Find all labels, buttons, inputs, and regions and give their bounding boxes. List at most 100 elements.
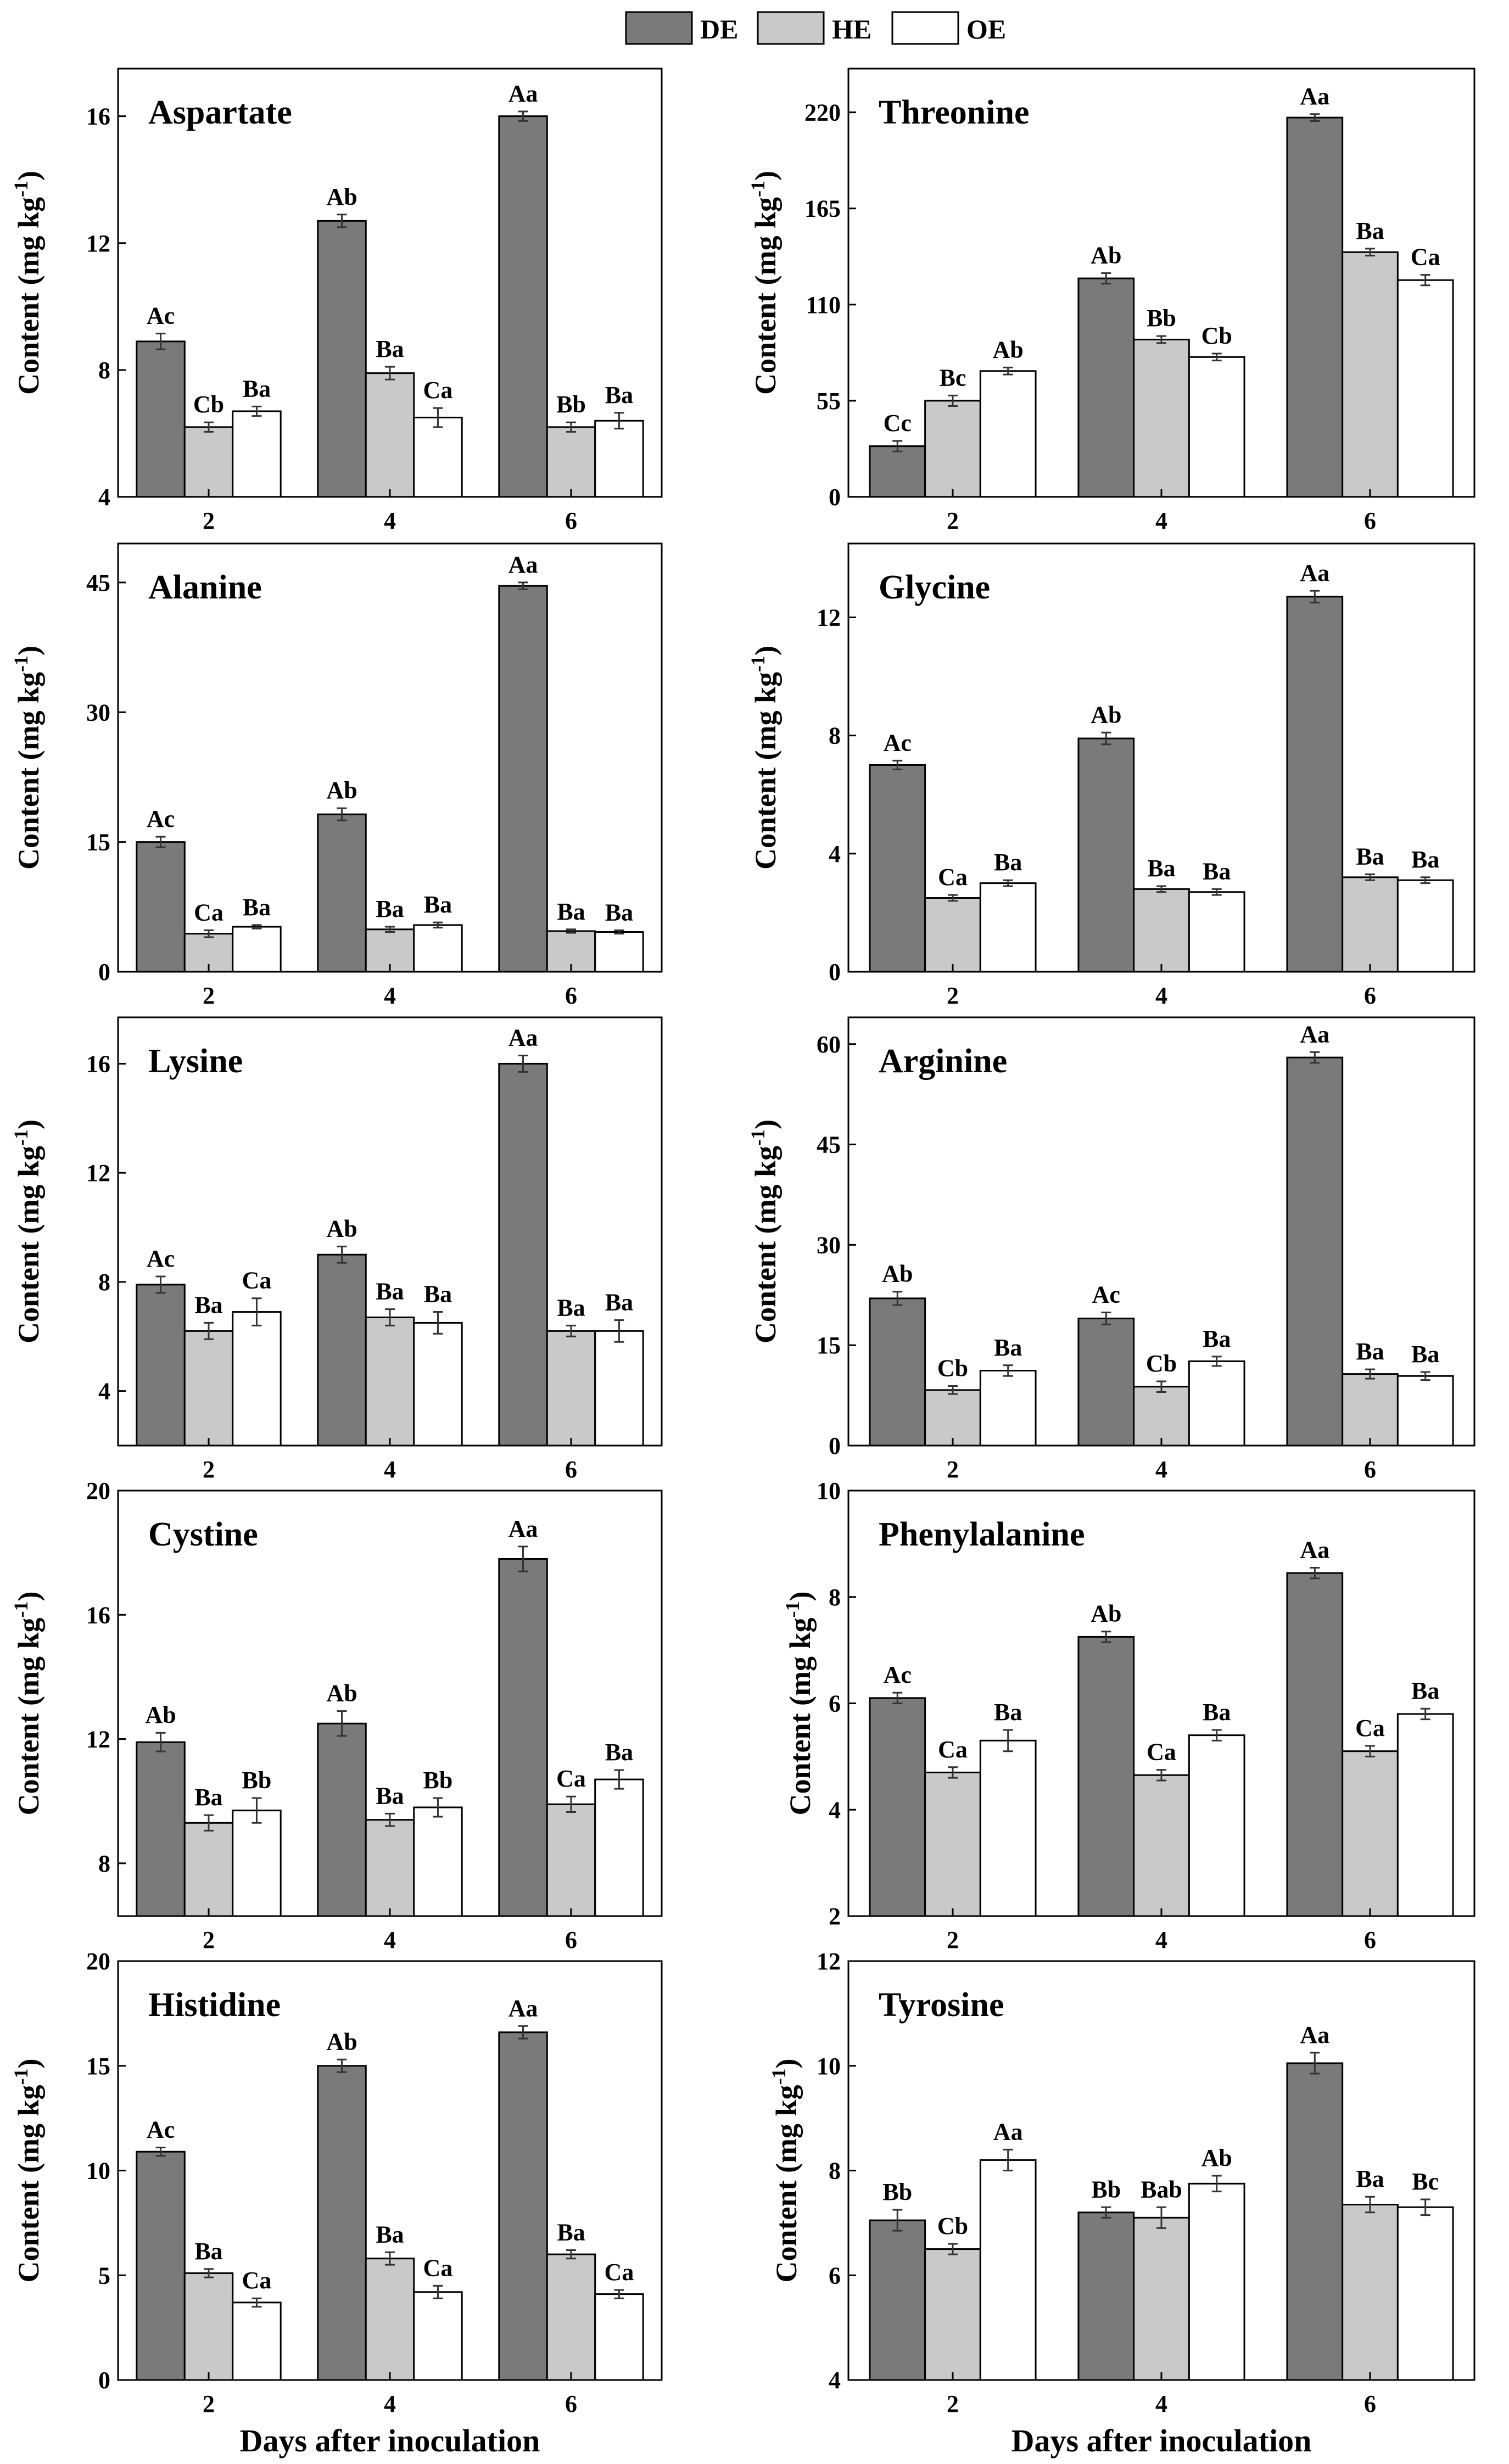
- y-axis-label: Content (mg kg-1): [747, 646, 782, 870]
- significance-label: Ba: [1356, 217, 1384, 244]
- bar-he-day-2: [183, 1822, 234, 1917]
- bar-oe-day-2: [979, 1739, 1037, 1917]
- significance-label: Ba: [605, 1289, 633, 1315]
- panel-lysine: 4 8 12 16 Lysine Content (mg kg-1) Ac Ba Ca 2 Ab Ba…: [10, 1016, 663, 1483]
- significance-label: Ac: [884, 1661, 912, 1688]
- bar-de-day-2: [869, 1697, 926, 1917]
- significance-label: Ba: [424, 891, 452, 918]
- bar-he-day-6: [546, 426, 596, 498]
- y-axis-label-text: Content (mg kg: [784, 1617, 817, 1815]
- significance-label: Ab: [1091, 242, 1121, 268]
- panel-arginine: 0 15 30 45 60 Arginine Content (mg kg-1) Ab Cb Ba…: [747, 1016, 1476, 1483]
- x-tick-label: 2: [947, 982, 959, 1009]
- legend-label-he: HE: [832, 14, 871, 44]
- panel-title: Lysine: [148, 1043, 243, 1080]
- x-axis-label: Days after inoculation: [1011, 2423, 1312, 2459]
- bar-de-day-2: [869, 2219, 926, 2381]
- panel-title: Glycine: [879, 569, 990, 606]
- bar-oe-day-6: [594, 1778, 644, 1917]
- y-axis-label-close: ): [784, 1592, 817, 1601]
- significance-label: Ac: [1092, 1281, 1120, 1308]
- y-axis-label-superscript: -1: [10, 2068, 32, 2085]
- y-tick-label: 12: [817, 604, 841, 631]
- x-tick-label: 4: [1155, 1927, 1167, 1953]
- bar-he-day-6: [546, 2253, 596, 2381]
- bar-he-day-6: [1342, 1373, 1399, 1447]
- y-axis-label: Content (mg kg-1): [747, 1119, 782, 1343]
- significance-label: Ab: [326, 183, 357, 210]
- significance-label: Ac: [147, 302, 175, 329]
- y-tick-label: 10: [817, 2053, 841, 2080]
- y-tick-label: 12: [86, 230, 110, 257]
- bar-de-day-6: [1286, 116, 1344, 498]
- y-axis-label-close: ): [749, 171, 782, 181]
- significance-label: Ab: [1201, 2144, 1232, 2171]
- y-tick-label: 2: [829, 1903, 841, 1930]
- bar-oe-day-6: [594, 931, 644, 973]
- bar-de-day-6: [498, 1558, 548, 1917]
- y-axis-label-text: Content (mg kg: [12, 672, 45, 870]
- y-axis-label-text: Content (mg kg: [770, 2085, 803, 2282]
- significance-label: Ab: [326, 1680, 357, 1707]
- y-tick-label: 12: [86, 1160, 110, 1186]
- panel-title: Cystine: [148, 1516, 258, 1553]
- x-tick-label: 4: [1155, 507, 1167, 534]
- y-tick-label: 15: [86, 2053, 110, 2080]
- bar-he-day-2: [924, 897, 981, 973]
- significance-label: Cb: [193, 391, 224, 418]
- y-axis-label-superscript: -1: [10, 656, 32, 672]
- bar-oe-day-4: [413, 924, 463, 973]
- y-tick-label: 5: [98, 2262, 110, 2289]
- bar-oe-day-6: [1396, 879, 1454, 973]
- significance-label: Bb: [556, 391, 586, 418]
- x-tick-label: 2: [947, 507, 959, 534]
- y-tick-label: 12: [817, 1948, 841, 1975]
- y-tick-label: 30: [86, 699, 110, 726]
- bar-he-day-6: [546, 1330, 596, 1447]
- y-tick-label: 55: [817, 388, 841, 415]
- significance-label: Ca: [194, 899, 223, 926]
- bar-de-day-2: [136, 1741, 186, 1917]
- bar-oe-day-4: [413, 1806, 463, 1917]
- significance-label: Ba: [376, 895, 404, 922]
- significance-label: Ba: [376, 335, 404, 362]
- y-tick-label: 6: [829, 2262, 841, 2289]
- panel-histidine: 0 5 10 15 20 Histidine Content (mg kg-1) Ac Ba Ca…: [10, 1948, 663, 2459]
- bar-oe-day-4: [1188, 1734, 1245, 1917]
- significance-label: Ac: [147, 805, 175, 832]
- bar-oe-day-6: [594, 1330, 644, 1447]
- y-axis-label-text: Content (mg kg: [749, 1146, 782, 1343]
- y-tick-label: 15: [86, 829, 110, 856]
- bar-he-day-4: [1133, 338, 1190, 498]
- x-tick-label: 4: [1155, 2390, 1167, 2417]
- significance-label: Ba: [376, 1278, 404, 1305]
- panel-title: Threonine: [879, 94, 1029, 131]
- y-tick-label: 20: [86, 1477, 110, 1504]
- y-tick-label: 4: [829, 1796, 841, 1823]
- x-tick-label: 2: [203, 2390, 215, 2417]
- significance-label: Ac: [884, 729, 912, 756]
- y-axis-label-superscript: -1: [747, 1129, 769, 1146]
- significance-label: Ac: [147, 2116, 175, 2143]
- y-tick-label: 110: [806, 292, 841, 318]
- bar-oe-day-4: [413, 1321, 463, 1447]
- significance-label: Ba: [1203, 1699, 1231, 1726]
- y-tick-label: 0: [829, 484, 841, 511]
- significance-label: Ba: [1203, 1325, 1231, 1352]
- y-tick-label: 10: [817, 1477, 841, 1504]
- significance-label: Ba: [1411, 1341, 1439, 1368]
- x-tick-label: 4: [384, 982, 396, 1009]
- significance-label: Cb: [1201, 322, 1232, 349]
- legend-swatch-de: [625, 11, 693, 45]
- x-tick-label: 4: [384, 507, 396, 534]
- significance-label: Aa: [993, 2118, 1023, 2145]
- bar-he-day-2: [183, 1330, 234, 1447]
- significance-label: Ba: [557, 898, 585, 925]
- panel-title: Arginine: [879, 1043, 1007, 1080]
- y-tick-label: 4: [98, 1378, 110, 1405]
- significance-label: Ba: [194, 1784, 222, 1811]
- y-tick-label: 165: [804, 195, 841, 222]
- significance-label: Aa: [508, 1515, 538, 1542]
- y-axis-label: Content (mg kg-1): [747, 171, 782, 395]
